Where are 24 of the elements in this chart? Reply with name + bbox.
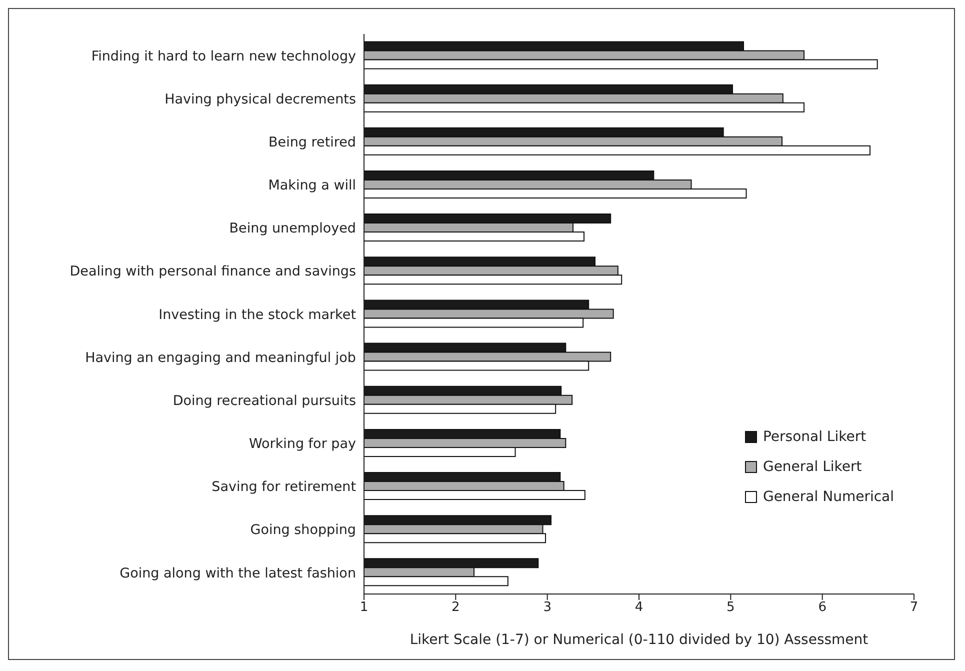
x-tick-label: 3	[543, 600, 552, 616]
y-tick-label: Saving for retirement	[212, 479, 356, 496]
y-tick-label: Doing recreational pursuits	[172, 392, 356, 409]
x-tick-label: 1	[360, 600, 368, 616]
x-tick-label: 4	[634, 600, 644, 616]
x-tick-label: 7	[910, 600, 918, 616]
y-tick-label: Being retired	[268, 134, 356, 150]
y-tick-label: Investing in the stock market	[158, 306, 356, 323]
y-tick-label: Working for pay	[248, 436, 356, 452]
x-tick-label: 5	[726, 600, 735, 616]
legend-label: General Likert	[762, 459, 862, 475]
y-tick-label: Going along with the latest fashion	[120, 565, 356, 582]
y-tick-label: Having an engaging and meaningful job	[85, 350, 356, 366]
y-tick-label: Having physical decrements	[164, 91, 356, 108]
x-axis-title: Likert Scale (1-7) or Numerical (0-110 divided by 10) Assessment	[410, 632, 869, 648]
y-tick-label: Dealing with personal finance and savings	[70, 264, 356, 280]
y-tick-label: Going shopping	[250, 522, 356, 538]
x-tick-label: 2	[452, 600, 460, 616]
y-tick-label: Finding it hard to learn new technology	[91, 48, 356, 64]
y-tick-label: Being unemployed	[229, 220, 356, 237]
legend-label: Personal Likert	[762, 429, 866, 445]
x-tick-label: 6	[818, 600, 826, 616]
y-tick-label: Making a will	[268, 178, 356, 194]
legend-label: General Numerical	[762, 489, 894, 505]
